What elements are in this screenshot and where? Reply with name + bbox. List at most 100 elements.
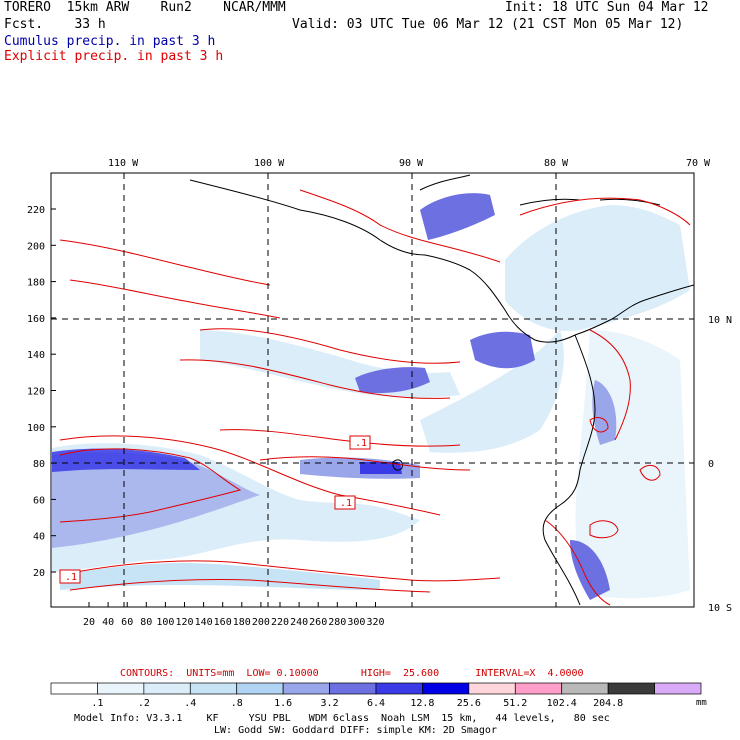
x-tick-label: 100 — [156, 617, 174, 628]
colorbar-label: 51.2 — [503, 698, 527, 709]
explicit-label: Explicit precip. in past 3 h — [4, 49, 224, 64]
cumulus-label: Cumulus precip. in past 3 h — [4, 34, 216, 49]
valid-time: Valid: 03 UTC Tue 06 Mar 12 (21 CST Mon … — [292, 17, 684, 32]
colorbar-swatch — [236, 682, 284, 695]
coast-yucatan — [419, 174, 471, 191]
colorbar-label: .2 — [138, 698, 150, 709]
x-tick-label: 320 — [366, 617, 384, 628]
coast-mexico — [189, 179, 576, 343]
colorbar-swatch — [329, 682, 377, 695]
x-tick-label: 60 — [121, 617, 133, 628]
x-tick-label: 140 — [195, 617, 213, 628]
colorbar-swatch — [607, 682, 655, 695]
model-title: TORERO 15km ARW Run2 NCAR/MMM — [4, 0, 286, 15]
contour-colombia — [589, 329, 631, 441]
y-tick-label: 140 — [27, 350, 45, 361]
x-tick-label: 280 — [328, 617, 346, 628]
contour-label-box-1 — [349, 435, 371, 450]
y-tick-label: 20 — [33, 568, 45, 579]
lon-label: 70 W — [686, 158, 711, 169]
contour-south-2 — [69, 579, 431, 593]
colorbar-unit: mm — [696, 698, 707, 708]
colorbar-swatch — [97, 682, 145, 695]
precip-band-caribbean — [505, 205, 690, 331]
precip-cell-gulf — [420, 193, 495, 240]
lon-label: 90 W — [399, 158, 424, 169]
lat-label: 0 — [708, 459, 714, 470]
precip-cell-andes — [592, 380, 617, 445]
colorbar-label: 12.8 — [410, 698, 434, 709]
forecast-hour: Fcst. 33 h — [4, 17, 106, 32]
colorbar-label: 204.8 — [593, 698, 623, 709]
contour-west-1 — [59, 448, 242, 523]
lon-label: 80 W — [544, 158, 569, 169]
coast-ecuador-peru — [542, 334, 596, 606]
contour-west-2 — [59, 435, 441, 516]
contour-central-1 — [199, 328, 461, 364]
y-tick-label: 40 — [33, 532, 45, 543]
contour-label: .1 — [65, 572, 77, 583]
colorbar-swatch — [561, 682, 609, 695]
lat-label: 10 S — [708, 603, 732, 614]
lon-label: 100 W — [254, 158, 285, 169]
colorbar-labels: .1 .2 .4 .8 1.6 3.2 6.4 12.8 25.6 51.2 102.4 204.8 — [91, 698, 623, 709]
x-tick-label: 220 — [271, 617, 289, 628]
precip-shading — [52, 193, 690, 600]
colorbar-label: 102.4 — [547, 698, 577, 709]
x-tick-label: 200 — [252, 617, 270, 628]
coast-galapagos — [392, 459, 403, 471]
contour-peru — [544, 519, 611, 606]
init-time: Init: 18 UTC Sun 04 Mar 12 — [505, 0, 709, 15]
contour-equator — [219, 429, 461, 447]
contour-gulf — [299, 189, 501, 263]
colorbar-swatch — [468, 682, 516, 695]
physics-info: LW: Godd SW: Goddard DIFF: simple KM: 2D… — [214, 725, 497, 736]
colorbar-swatch — [50, 682, 98, 695]
colorbar-swatch — [654, 682, 702, 695]
y-tick-label: 200 — [27, 241, 45, 252]
precip-band-west-mid — [52, 452, 260, 548]
contour-north-2 — [69, 279, 281, 319]
colorbar-swatch — [143, 682, 191, 695]
x-tick-label: 120 — [175, 617, 193, 628]
contour-equator-2 — [259, 456, 471, 471]
lon-labels: 110 W 100 W 90 W 80 W 70 W — [108, 158, 711, 169]
y-tick-label: 100 — [27, 423, 45, 434]
graticule — [51, 173, 694, 607]
contour-label-boxes — [59, 435, 371, 584]
lat-labels: 10 N 0 10 S — [708, 315, 732, 614]
contour-cell-3 — [589, 417, 609, 433]
colorbar-label: 25.6 — [457, 698, 481, 709]
colorbar-swatch — [375, 682, 423, 695]
colorbar-label: 1.6 — [274, 698, 292, 709]
colorbar-swatch — [282, 682, 330, 695]
explicit-contours — [59, 189, 691, 606]
colorbar-label: 3.2 — [321, 698, 339, 709]
contour-label-box-3 — [59, 569, 81, 584]
coast-caribbean-islands — [519, 198, 661, 206]
precip-cell-equator — [360, 462, 402, 474]
x-tick-label: 260 — [309, 617, 327, 628]
x-tick-label: 80 — [140, 617, 152, 628]
coastlines — [189, 174, 695, 606]
x-tick-label: 180 — [233, 617, 251, 628]
y-tick-label: 160 — [27, 314, 45, 325]
x-tick-label: 160 — [214, 617, 232, 628]
contour-label: .1 — [340, 498, 352, 509]
contour-caption: CONTOURS: UNITS=mm LOW= 0.10000 HIGH= 25… — [120, 668, 584, 679]
model-info: Model Info: V3.3.1 KF YSU PBL WDM 6class… — [74, 713, 610, 724]
y-axis-ticks: 20 40 60 80 100 120 140 160 180 200 220 — [27, 205, 56, 579]
contour-cell-1 — [589, 520, 619, 539]
y-tick-label: 80 — [33, 459, 45, 470]
x-tick-label: 20 — [83, 617, 95, 628]
contour-label-box-2 — [334, 495, 356, 510]
colorbar — [50, 682, 702, 695]
contour-cell-2 — [639, 464, 661, 481]
colorbar-label: .1 — [91, 698, 103, 709]
precip-cell-peru — [570, 540, 610, 600]
precip-cell-panama — [470, 331, 535, 369]
y-tick-label: 60 — [33, 495, 45, 506]
y-tick-label: 220 — [27, 205, 45, 216]
colorbar-label: 6.4 — [367, 698, 385, 709]
